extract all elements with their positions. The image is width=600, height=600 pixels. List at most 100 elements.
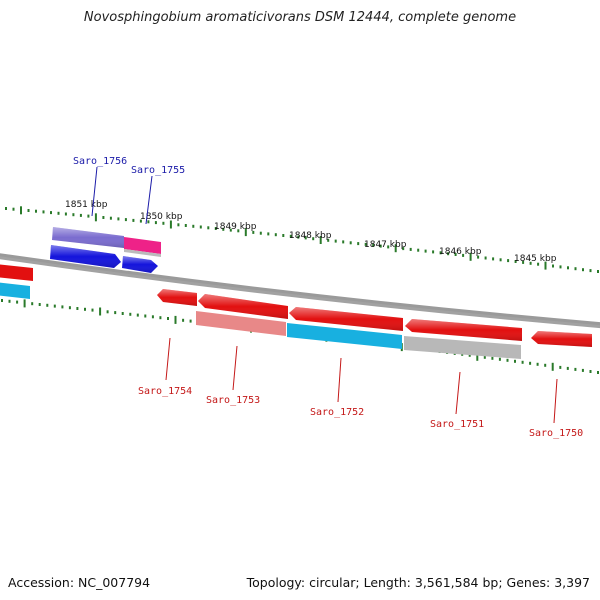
ruler-minor-tick [552, 264, 554, 268]
ruler-minor-tick [259, 231, 262, 235]
ruler-minor-tick [342, 240, 345, 244]
ruler-minor-tick [53, 304, 56, 308]
ruler-minor-tick [462, 253, 465, 257]
scale-tick-label: 1846 kbp [439, 247, 482, 257]
ruler-minor-tick [109, 216, 112, 220]
gene-feature-saro-1755[interactable] [124, 237, 161, 254]
ruler-minor-tick [182, 318, 185, 322]
ruler-minor-tick [38, 303, 41, 306]
ruler-minor-tick [536, 362, 539, 366]
ruler-minor-tick [581, 368, 584, 372]
gene-arrow-left-edge[interactable] [0, 264, 33, 281]
ruler-minor-tick [537, 262, 540, 266]
ruler-minor-tick [574, 367, 577, 371]
ruler-minor-tick [454, 253, 457, 256]
ruler-minor-tick [529, 361, 532, 365]
scale-ruler-top [5, 206, 599, 273]
scale-tick-label: 1845 kbp [514, 254, 557, 264]
gene-feature-saro-1752-cyan[interactable] [287, 323, 402, 349]
ruler-major-tick [476, 352, 479, 361]
ruler-minor-tick [514, 260, 517, 263]
ruler-minor-tick [177, 223, 180, 227]
ruler-minor-tick [114, 311, 117, 315]
leader-line-saro-1756 [91, 166, 98, 217]
ruler-minor-tick [31, 302, 34, 306]
leader-line-saro-1754 [165, 337, 171, 381]
ruler-minor-tick [559, 365, 562, 369]
leader-line-saro-1753 [232, 345, 238, 391]
ruler-minor-tick [312, 237, 315, 241]
ruler-minor-tick [574, 267, 577, 271]
ruler-minor-tick [498, 357, 501, 361]
ruler-minor-tick [447, 252, 450, 256]
gene-feature-saro-1755-lower [124, 249, 161, 257]
ruler-minor-tick [297, 235, 300, 239]
gene-label-saro-1756[interactable]: Saro_1756 [73, 156, 127, 167]
ruler-minor-tick [349, 241, 352, 245]
ruler-minor-tick [144, 314, 147, 318]
ruler-minor-tick [483, 355, 486, 359]
gene-label-saro-1752[interactable]: Saro_1752 [310, 407, 364, 418]
ruler-minor-tick [102, 216, 105, 219]
ruler-minor-tick [491, 356, 494, 360]
gene-label-saro-1755[interactable]: Saro_1755 [131, 165, 185, 176]
ruler-minor-tick [514, 359, 516, 363]
ruler-minor-tick [12, 207, 15, 211]
ruler-minor-tick [16, 300, 19, 304]
gene-label-saro-1751[interactable]: Saro_1751 [430, 419, 484, 430]
ruler-major-tick [169, 220, 172, 229]
ruler-minor-tick [439, 251, 442, 255]
ruler-minor-tick [72, 213, 75, 217]
ruler-minor-tick [91, 308, 94, 312]
ruler-minor-tick [402, 247, 405, 251]
gene-arrow-left-edge-cyan[interactable] [0, 282, 30, 299]
ruler-minor-tick [184, 224, 187, 227]
ruler-minor-tick [68, 306, 71, 310]
ruler-minor-tick [274, 233, 277, 237]
ruler-minor-tick [132, 218, 135, 222]
ruler-major-tick [20, 206, 22, 215]
ruler-minor-tick [192, 224, 195, 228]
ruler-minor-tick [147, 220, 150, 224]
ruler-minor-tick [379, 244, 382, 248]
ruler-major-tick [94, 213, 97, 222]
gene-feature-saro-1751-grey[interactable] [404, 336, 521, 359]
ruler-minor-tick [42, 210, 45, 214]
ruler-minor-tick [521, 360, 524, 364]
ruler-minor-tick [387, 245, 390, 249]
ruler-major-tick [469, 252, 472, 261]
ruler-minor-tick [424, 249, 427, 253]
gene-feature-saro-1753-salmon[interactable] [196, 311, 286, 336]
gene-label-saro-1753[interactable]: Saro_1753 [206, 395, 260, 406]
ruler-minor-tick [237, 229, 240, 233]
ruler-major-tick [174, 315, 177, 324]
ruler-major-tick [99, 307, 102, 316]
ruler-major-tick [244, 228, 247, 237]
scale-tick-label: 1851 kbp [65, 200, 108, 210]
ruler-minor-tick [597, 371, 599, 374]
ruler-minor-tick [136, 313, 139, 317]
ruler-minor-tick [327, 238, 330, 242]
ruler-minor-tick [468, 353, 471, 357]
genome-backbone [0, 253, 600, 326]
gene-arrow-saro-1750-shade [531, 331, 592, 347]
ruler-minor-tick [151, 315, 154, 319]
gene-arrow-saro-1753-shade [198, 294, 288, 319]
ruler-minor-tick [589, 269, 592, 273]
gene-label-saro-1750[interactable]: Saro_1750 [529, 428, 583, 439]
ruler-major-tick [551, 362, 554, 371]
ruler-minor-tick [477, 255, 480, 259]
ruler-minor-tick [507, 259, 510, 263]
leader-line-saro-1755 [145, 175, 153, 225]
ruler-minor-tick [432, 250, 435, 254]
ruler-minor-tick [334, 239, 337, 243]
ruler-minor-tick [597, 270, 599, 273]
scale-tick-label: 1848 kbp [289, 231, 332, 241]
gene-arrow-saro-1752-shade [289, 307, 403, 331]
genome-backbone-shadow [0, 254, 600, 329]
ruler-minor-tick [364, 242, 367, 246]
ruler-minor-tick [121, 312, 124, 315]
ruler-minor-tick [522, 260, 525, 264]
gene-label-saro-1754[interactable]: Saro_1754 [138, 386, 192, 397]
